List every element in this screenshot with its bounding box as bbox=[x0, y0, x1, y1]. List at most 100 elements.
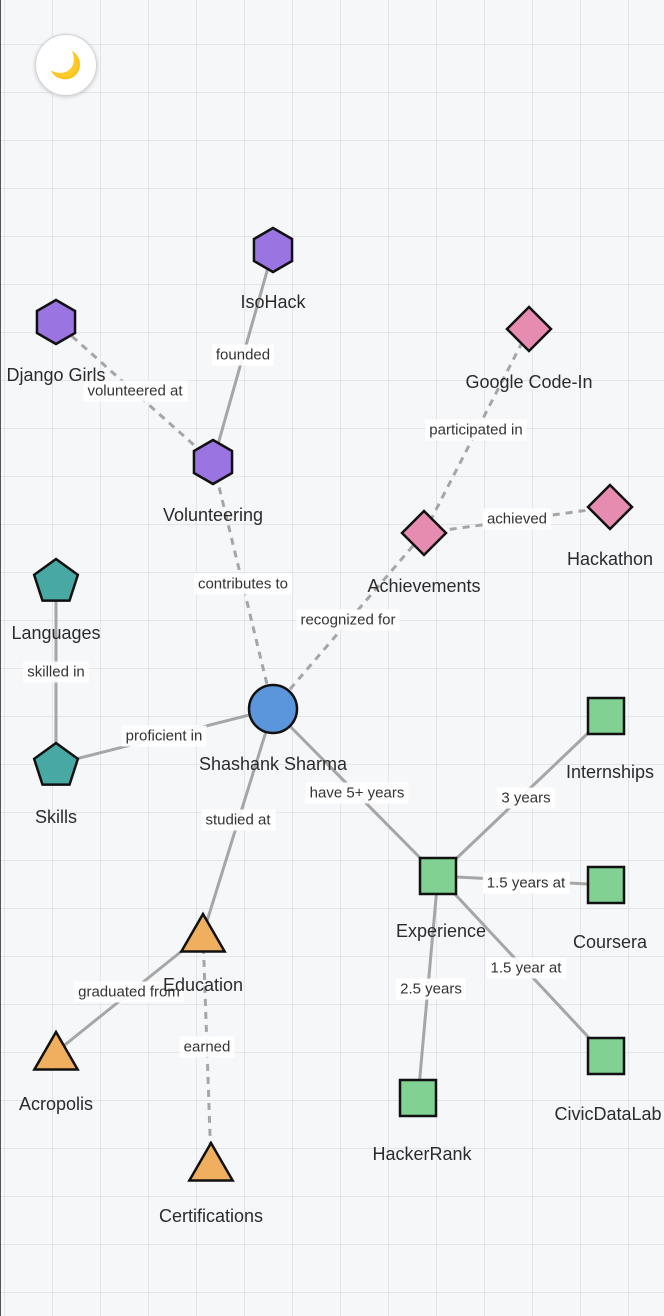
square-node-shape bbox=[586, 865, 626, 905]
node-label: Django Girls bbox=[6, 365, 105, 385]
square-node-shape bbox=[586, 1036, 626, 1076]
square-node-shape bbox=[418, 856, 458, 896]
node-label: Hackathon bbox=[567, 549, 653, 569]
edge-label-text: founded bbox=[216, 347, 270, 364]
edge-label-skills-languages: skilled in bbox=[23, 661, 89, 683]
edge-label-achievements-hackathon: achieved bbox=[482, 508, 552, 530]
theme-toggle-button[interactable]: 🌙 bbox=[35, 34, 97, 96]
node-hackerrank[interactable]: HackerRank bbox=[372, 1078, 473, 1164]
node-languages[interactable]: Languages bbox=[11, 557, 101, 643]
edge-label-background bbox=[83, 380, 188, 402]
node-isohack[interactable]: IsoHack bbox=[240, 226, 307, 312]
edge-label-background bbox=[396, 978, 466, 1000]
edge-label-text: skilled in bbox=[27, 664, 85, 681]
square-node-shape bbox=[586, 696, 626, 736]
edge-label-background bbox=[482, 508, 552, 530]
node-label: Volunteering bbox=[163, 505, 263, 525]
edge-label-shashank-education: studied at bbox=[201, 809, 276, 831]
node-coursera[interactable]: Coursera bbox=[573, 865, 648, 952]
node-label: Acropolis bbox=[19, 1094, 93, 1114]
triangle-node-shape bbox=[179, 911, 227, 953]
triangle-node-shape bbox=[32, 1029, 80, 1071]
edge-label-shashank-achievements: recognized for bbox=[296, 609, 400, 631]
node-googlecodein[interactable]: Google Code-In bbox=[465, 305, 593, 392]
edge-label-experience-internships: 3 years bbox=[497, 787, 555, 809]
edge-label-background bbox=[482, 872, 571, 894]
hexagon-node-shape bbox=[252, 226, 294, 274]
node-education[interactable]: Education bbox=[163, 911, 243, 995]
edge-label-text: contributes to bbox=[198, 576, 288, 593]
edge-label-background bbox=[23, 661, 89, 683]
edge-label-background bbox=[486, 957, 567, 979]
edge-label-education-acropolis: graduated from bbox=[74, 981, 184, 1003]
node-djangogirls[interactable]: Django Girls bbox=[6, 298, 106, 385]
node-certifications[interactable]: Certifications bbox=[159, 1140, 263, 1226]
edge-label-background bbox=[296, 609, 400, 631]
node-acropolis[interactable]: Acropolis bbox=[19, 1029, 93, 1114]
edge-label-background bbox=[425, 419, 527, 441]
node-hackathon[interactable]: Hackathon bbox=[567, 483, 653, 569]
edge-label-text: have 5+ years bbox=[310, 785, 405, 802]
edge-label-text: graduated from bbox=[78, 984, 180, 1001]
node-label: Google Code-In bbox=[465, 372, 592, 392]
square-node-shape bbox=[398, 1078, 438, 1118]
moon-icon: 🌙 bbox=[49, 50, 83, 80]
circle-node-shape bbox=[247, 683, 299, 735]
edge-label-text: proficient in bbox=[126, 728, 203, 745]
node-volunteering[interactable]: Volunteering bbox=[163, 438, 263, 525]
nodes-layer: Shashank Sharma Volunteering IsoHack Django… bbox=[6, 226, 662, 1226]
node-label: IsoHack bbox=[240, 292, 306, 312]
edge-label-background bbox=[121, 725, 207, 747]
node-skills[interactable]: Skills bbox=[32, 741, 80, 827]
edge-label-text: 1.5 year at bbox=[491, 960, 563, 977]
node-shashank[interactable]: Shashank Sharma bbox=[199, 683, 348, 774]
edge-label-background bbox=[305, 782, 409, 804]
edge-label-text: studied at bbox=[205, 812, 271, 829]
node-label: CivicDataLab bbox=[554, 1104, 661, 1124]
node-label: Achievements bbox=[367, 576, 480, 596]
edge-label-experience-hackerrank: 2.5 years bbox=[396, 978, 466, 1000]
diamond-node-shape bbox=[586, 483, 634, 531]
edge-label-text: 1.5 years at bbox=[487, 875, 566, 892]
edge-label-experience-civicdatalab: 1.5 year at bbox=[486, 957, 567, 979]
hexagon-node-shape bbox=[35, 298, 77, 346]
edge-label-education-certifications: earned bbox=[179, 1036, 235, 1058]
triangle-node-shape bbox=[187, 1140, 235, 1182]
edge-label-shashank-skills: proficient in bbox=[121, 725, 207, 747]
edge-label-text: achieved bbox=[487, 511, 547, 528]
edge-label-text: volunteered at bbox=[87, 383, 183, 400]
edge-label-shashank-experience: have 5+ years bbox=[305, 782, 409, 804]
edge-labels-layer: contributes to founded volunteered at recog… bbox=[23, 344, 571, 1058]
edge-label-achievements-googlecodein: participated in bbox=[425, 419, 527, 441]
node-label: HackerRank bbox=[372, 1144, 472, 1164]
pentagon-node-shape bbox=[32, 741, 80, 786]
node-internships[interactable]: Internships bbox=[566, 696, 654, 782]
edge-label-shashank-volunteering: contributes to bbox=[193, 573, 293, 595]
node-experience[interactable]: Experience bbox=[396, 856, 486, 941]
node-label: Internships bbox=[566, 762, 654, 782]
edge-label-background bbox=[211, 344, 275, 366]
hexagon-node-shape bbox=[192, 438, 234, 486]
node-label: Shashank Sharma bbox=[199, 754, 348, 774]
edge-label-text: 3 years bbox=[501, 790, 550, 807]
edge-shashank-volunteering bbox=[211, 461, 275, 710]
edge-label-text: participated in bbox=[429, 422, 522, 439]
pentagon-node-shape bbox=[32, 557, 80, 602]
diamond-node-shape bbox=[505, 305, 553, 353]
edge-label-background bbox=[497, 787, 555, 809]
edge-label-experience-coursera: 1.5 years at bbox=[482, 872, 571, 894]
node-label: Languages bbox=[11, 623, 100, 643]
edge-label-volunteering-isohack: founded bbox=[211, 344, 275, 366]
node-civicdatalab[interactable]: CivicDataLab bbox=[554, 1036, 662, 1124]
node-label: Certifications bbox=[159, 1206, 263, 1226]
edge-label-background bbox=[193, 573, 293, 595]
edge-label-background bbox=[201, 809, 276, 831]
edge-label-background bbox=[74, 981, 184, 1003]
edge-label-text: recognized for bbox=[300, 612, 395, 629]
node-label: Skills bbox=[35, 807, 77, 827]
node-label: Coursera bbox=[573, 932, 648, 952]
node-achievements[interactable]: Achievements bbox=[367, 509, 481, 596]
edge-label-volunteering-djangogirls: volunteered at bbox=[83, 380, 188, 402]
edge-label-background bbox=[179, 1036, 235, 1058]
